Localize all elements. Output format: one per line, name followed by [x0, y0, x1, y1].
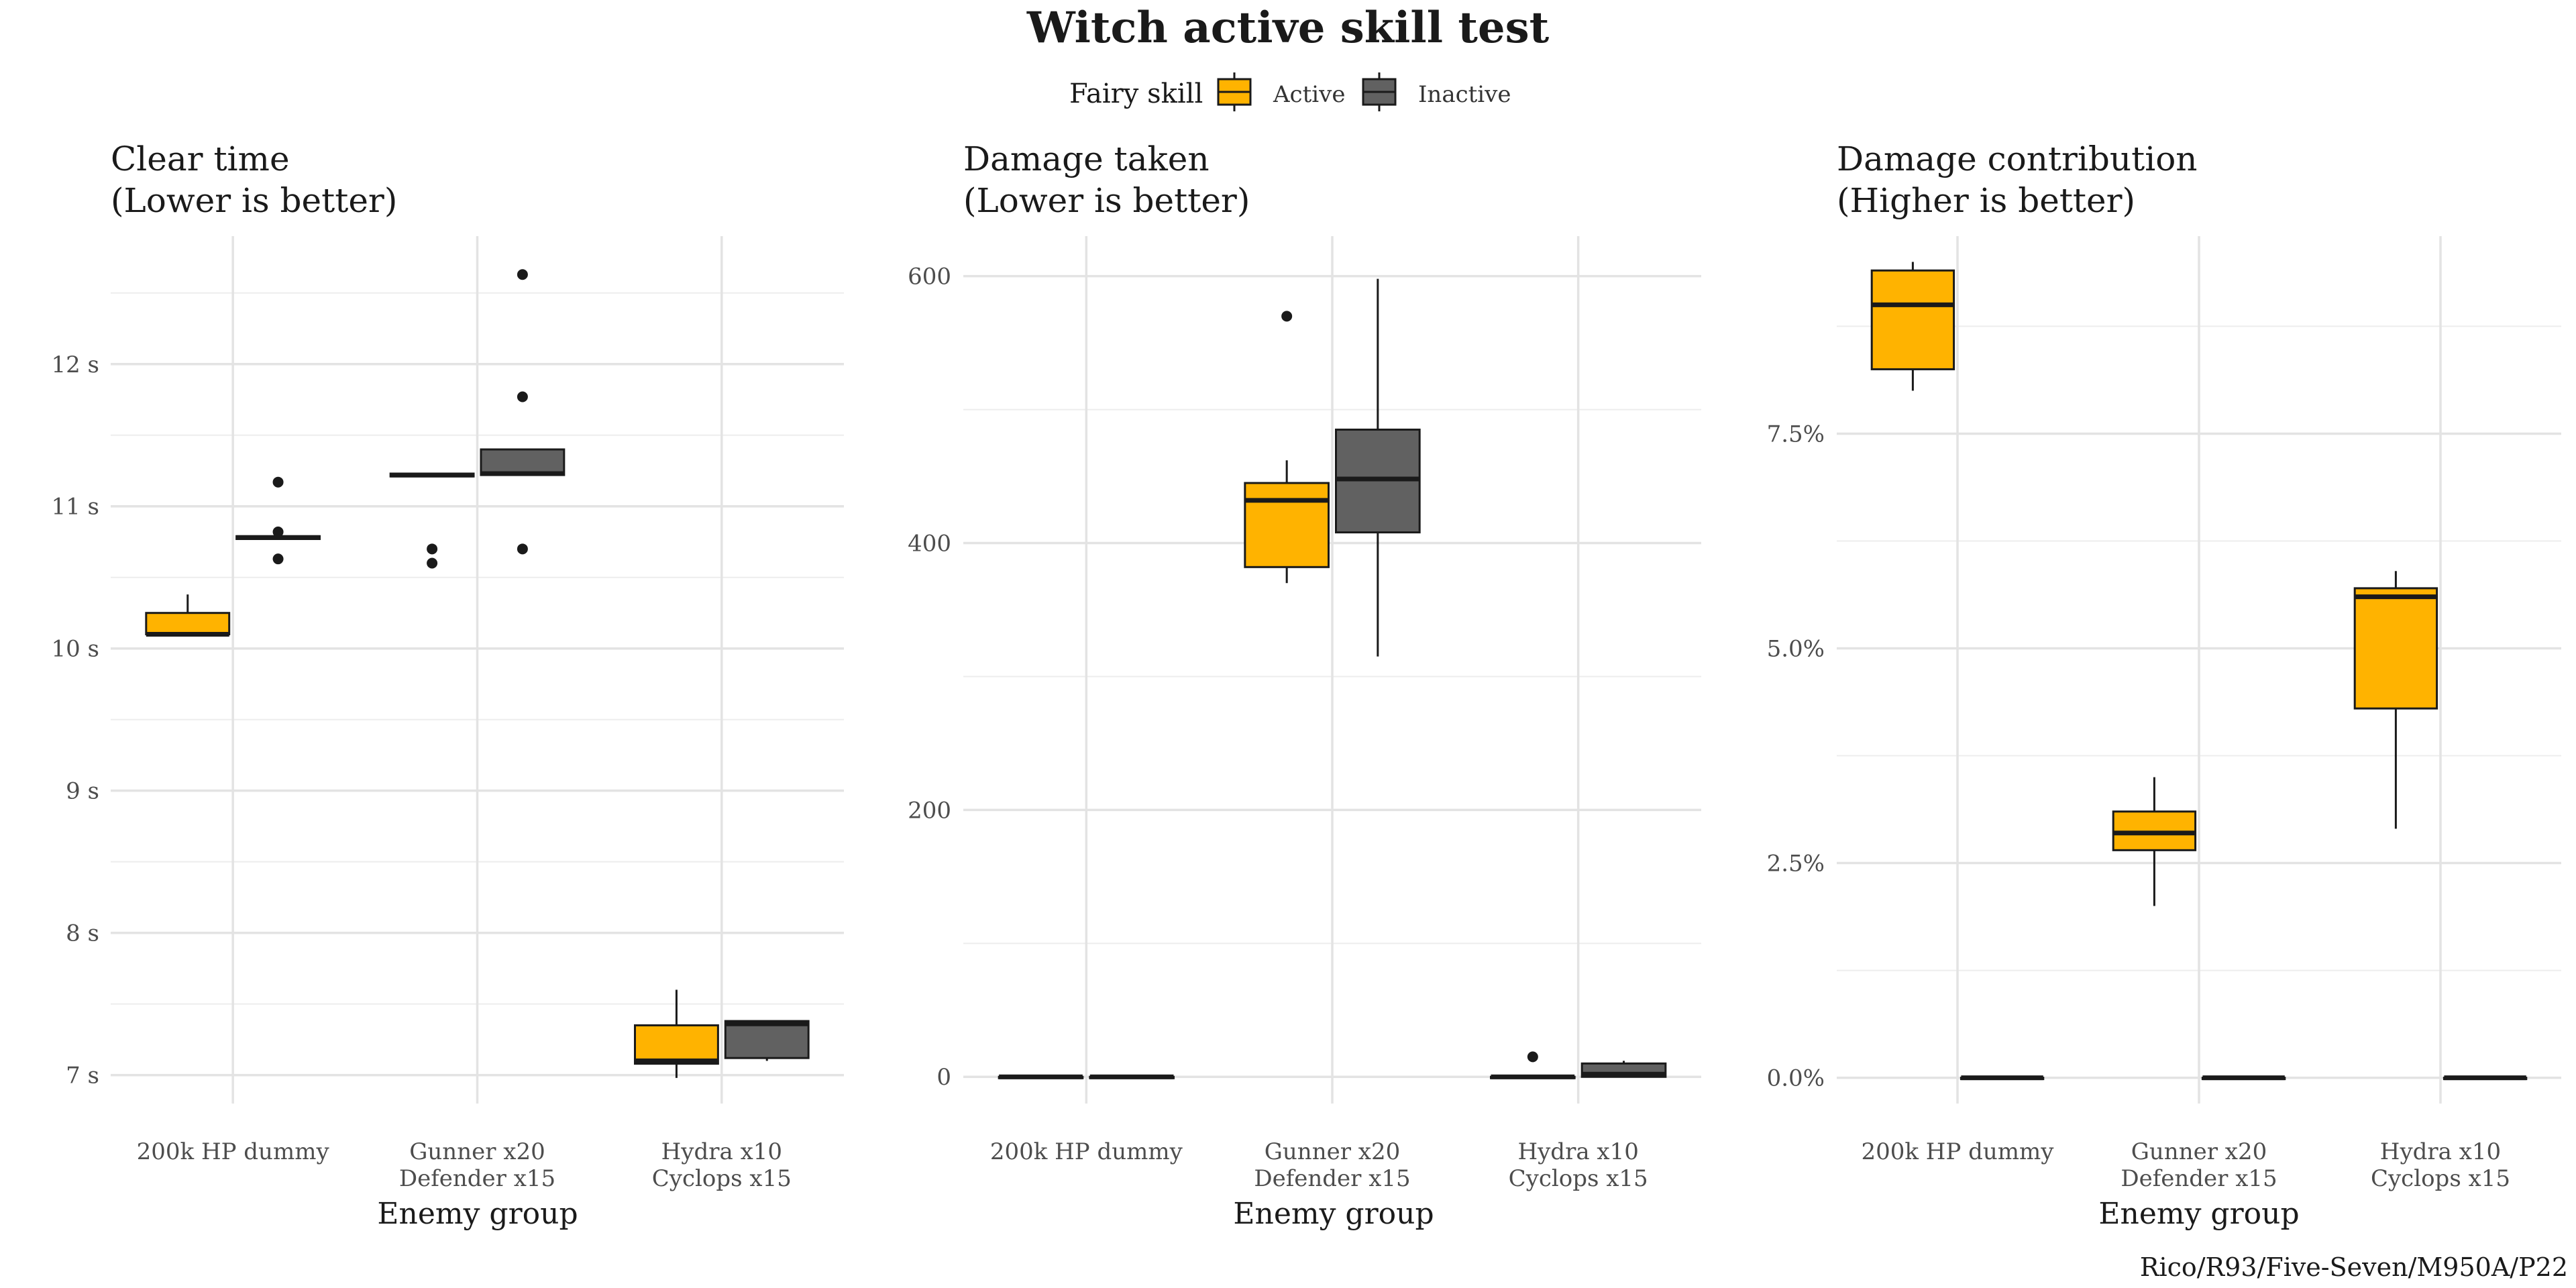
box-outlier	[427, 543, 438, 555]
x-tick-label: 200k HP dummy	[137, 1138, 330, 1165]
panel-title-clear-time: Clear time (Lower is better)	[111, 140, 398, 220]
box-outlier	[1281, 311, 1293, 322]
box-body	[1870, 269, 1955, 370]
caption: Rico/R93/Five-Seven/M950A/P22	[2139, 1252, 2568, 1282]
y-tick-label: 8 s	[66, 920, 99, 947]
box-body	[633, 1024, 719, 1065]
x-tick-label: Defender x15	[399, 1165, 555, 1192]
y-tick-label: 7.5%	[1767, 421, 1825, 447]
box-outlier	[517, 543, 528, 555]
x-tick-label: 200k HP dummy	[990, 1138, 1183, 1165]
x-axis-label-clear-time: Enemy group	[377, 1197, 578, 1231]
y-tick-label: 9 s	[66, 778, 99, 805]
legend: Fairy skill Active Inactive	[0, 70, 2576, 117]
y-tick-label: 200	[908, 797, 951, 824]
x-tick-label: Defender x15	[2121, 1165, 2277, 1192]
x-tick-label: Hydra x10	[2380, 1138, 2501, 1165]
y-tick-label: 2.5%	[1767, 851, 1825, 877]
box-outlier	[517, 391, 528, 402]
box-outlier	[427, 557, 438, 569]
y-tick-label: 5.0%	[1767, 635, 1825, 662]
box-outlier	[517, 269, 528, 280]
box-body	[145, 612, 231, 636]
x-tick-label: Cyclops x15	[652, 1165, 792, 1192]
panel-title-damage-taken: Damage taken (Lower is better)	[963, 140, 1250, 220]
legend-title: Fairy skill	[1069, 78, 1203, 109]
y-tick-label: 600	[908, 264, 951, 290]
x-tick-label: Cyclops x15	[1509, 1165, 1648, 1192]
box-body	[480, 448, 566, 476]
x-tick-label: 200k HP dummy	[1862, 1138, 2055, 1165]
y-tick-label: 400	[908, 531, 951, 557]
y-tick-label: 7 s	[66, 1063, 99, 1089]
legend-label-inactive: Inactive	[1418, 81, 1511, 108]
y-tick-label: 0.0%	[1767, 1065, 1825, 1092]
box-outlier	[1527, 1051, 1538, 1063]
x-tick-label: Cyclops x15	[2371, 1165, 2510, 1192]
y-tick-label: 11 s	[51, 494, 99, 521]
legend-key-inactive	[1362, 72, 1397, 111]
x-axis-label-damage-contribution: Enemy group	[2098, 1197, 2300, 1231]
chart-title: Witch active skill test	[1026, 3, 1550, 53]
legend-label-active: Active	[1273, 81, 1346, 108]
box-body	[1244, 482, 1330, 568]
box-outlier	[272, 526, 284, 537]
panel-title-damage-contribution: Damage contribution (Higher is better)	[1837, 140, 2198, 220]
y-tick-label: 12 s	[51, 352, 99, 378]
box-body	[2353, 587, 2438, 710]
box-body	[724, 1020, 810, 1059]
box-outlier	[272, 476, 284, 488]
x-tick-label: Hydra x10	[661, 1138, 782, 1165]
y-tick-label: 10 s	[51, 636, 99, 663]
y-tick-label: 0	[936, 1064, 951, 1091]
box-outlier	[272, 553, 284, 565]
legend-key-active	[1217, 72, 1252, 111]
x-tick-label: Gunner x20	[409, 1138, 545, 1165]
x-tick-label: Defender x15	[1254, 1165, 1410, 1192]
x-tick-label: Gunner x20	[2131, 1138, 2267, 1165]
x-axis-label-damage-taken: Enemy group	[1233, 1197, 1434, 1231]
x-tick-label: Hydra x10	[1517, 1138, 1638, 1165]
x-tick-label: Gunner x20	[1265, 1138, 1400, 1165]
